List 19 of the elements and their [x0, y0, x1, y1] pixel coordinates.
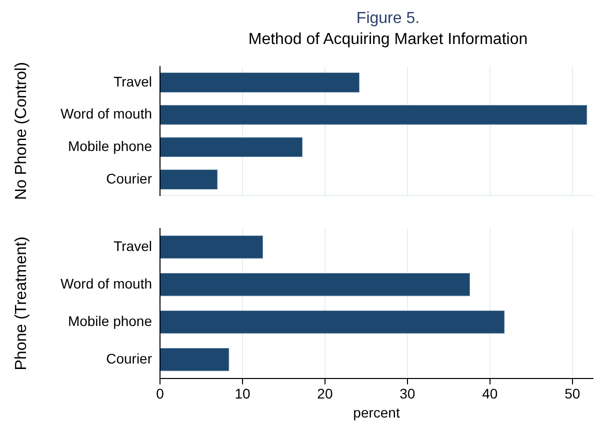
y-tick-label: Mobile phone: [68, 313, 152, 330]
y-axis-title: Phone (Treatment): [13, 236, 30, 370]
x-tick-label: 40: [482, 386, 498, 402]
y-tick-label: Word of mouth: [60, 106, 152, 122]
x-tick-label: 0: [156, 386, 164, 402]
y-tick-label: Travel: [114, 73, 152, 90]
y-tick-label: Courier: [106, 350, 152, 367]
y-tick-label: Mobile phone: [68, 138, 152, 154]
x-axis-title: percent: [353, 404, 400, 420]
x-tick-label: 20: [317, 386, 333, 402]
x-tick-label: 50: [564, 386, 580, 402]
chart-subtitle: Method of Acquiring Market Information: [247, 30, 529, 50]
y-tick-label: Travel: [114, 238, 152, 254]
y-tick-label: Courier: [106, 170, 152, 186]
chart-title: Figure 5.: [355, 9, 421, 29]
y-axis-title: No Phone (Control): [13, 62, 30, 200]
x-tick-label: 30: [400, 386, 416, 402]
y-tick-label: Word of mouth: [60, 276, 152, 292]
x-tick-label: 10: [234, 386, 250, 402]
